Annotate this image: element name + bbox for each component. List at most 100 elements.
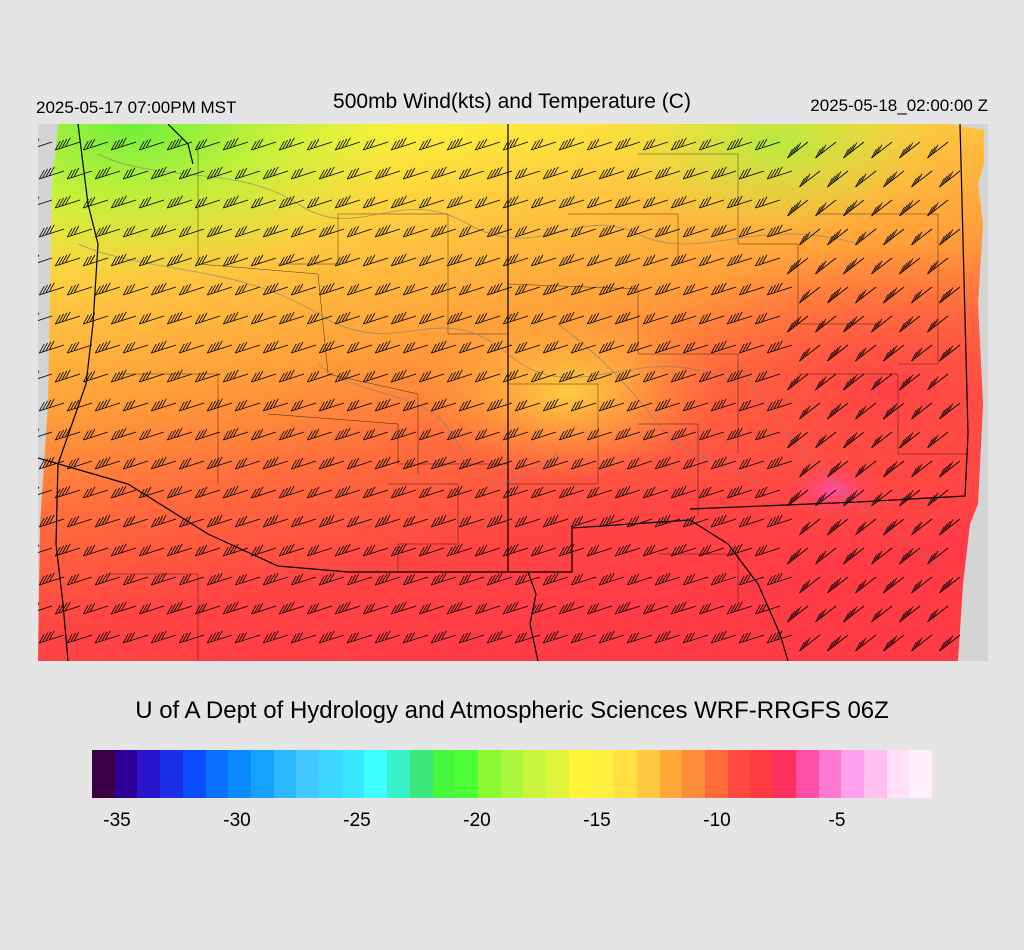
wind-barb [586, 486, 613, 499]
wind-barb [418, 254, 445, 267]
wind-barb [362, 138, 389, 151]
wind-barb [94, 456, 121, 470]
wind-barb [262, 224, 289, 238]
wind-barb [570, 341, 597, 354]
wind-barb [682, 515, 709, 528]
wind-barb [502, 253, 529, 267]
wind-barb [38, 224, 65, 238]
wind-barb [530, 544, 557, 557]
wind-barb [278, 195, 305, 209]
wind-barb [178, 167, 205, 180]
valid-time-local: 2025-05-17 07:00PM MST [36, 98, 237, 117]
wind-barb [726, 543, 753, 557]
wind-barb [430, 282, 457, 296]
wind-barb [362, 428, 389, 441]
wind-barb [855, 286, 877, 304]
colorbar-swatch [182, 750, 206, 798]
wind-barb [318, 166, 345, 180]
wind-barb [262, 398, 289, 412]
wind-barb [855, 170, 877, 188]
wind-barb [82, 370, 109, 383]
wind-barb [390, 485, 417, 499]
wind-barb [642, 370, 669, 383]
colorbar-swatch [477, 750, 501, 798]
wind-barb [558, 543, 585, 557]
wind-barb [290, 457, 317, 470]
wind-barb [138, 312, 165, 325]
wind-barb [178, 225, 205, 238]
wind-barb [502, 485, 529, 499]
wind-barb [166, 253, 193, 267]
wind-barb [178, 457, 205, 470]
wind-barb [38, 254, 53, 263]
wind-barb [334, 195, 361, 209]
wind-barb [710, 398, 737, 412]
wind-barb [726, 427, 753, 441]
wind-barb [318, 630, 345, 644]
colorbar-swatch [500, 750, 524, 798]
wind-barb [474, 370, 501, 383]
wind-barb [206, 340, 233, 354]
wind-barb [362, 544, 389, 557]
wind-barb [290, 515, 317, 528]
wind-barb [682, 283, 709, 296]
wind-barb [38, 572, 65, 586]
wind-barb [654, 572, 681, 586]
wind-barb [927, 431, 949, 449]
wind-barb [446, 195, 473, 209]
wind-barb [290, 167, 317, 180]
wind-barb [726, 253, 753, 267]
wind-barb [586, 138, 613, 151]
wind-barb [306, 370, 333, 383]
wind-barb [262, 282, 289, 296]
colorbar-tick-label: -15 [583, 810, 611, 831]
wind-barb [66, 457, 93, 470]
wind-barb [194, 544, 221, 557]
wind-barb [194, 486, 221, 499]
wind-barb [54, 253, 81, 267]
wind-barb [234, 283, 261, 296]
wind-barb [82, 544, 109, 557]
wind-barb [110, 369, 137, 383]
wind-barb [262, 514, 289, 528]
wind-barb [787, 547, 809, 565]
wind-barb [82, 486, 109, 499]
colorbar-swatch [523, 750, 547, 798]
wind-barb [362, 602, 389, 615]
wind-barb [38, 602, 53, 611]
wind-barb [815, 373, 837, 391]
colorbar-swatch [795, 750, 819, 798]
wind-barb [486, 340, 513, 354]
colorbar-swatch [228, 750, 251, 798]
wind-barb [827, 634, 849, 652]
wind-barb [290, 631, 317, 644]
wind-barb [558, 311, 585, 325]
wind-barb [54, 543, 81, 557]
wind-barb [598, 514, 625, 528]
wind-barb [654, 398, 681, 412]
wind-barb [94, 340, 121, 354]
wind-barb [82, 254, 109, 267]
wind-barb [38, 486, 53, 495]
wind-barb [787, 141, 809, 159]
wind-barb [530, 312, 557, 325]
wind-barb [815, 315, 837, 333]
wind-barb [927, 489, 949, 507]
wind-barb [570, 399, 597, 412]
wind-barb [390, 253, 417, 267]
wind-barb [110, 253, 137, 267]
colorbar-tick-label: -35 [103, 810, 131, 831]
wind-barb [598, 340, 625, 354]
wind-barb [614, 543, 641, 557]
wind-barb [558, 253, 585, 267]
wind-barb [222, 427, 249, 441]
wind-barb [654, 456, 681, 470]
wind-barb [754, 312, 781, 325]
wind-barb [94, 630, 121, 644]
wind-barb [138, 254, 165, 267]
wind-barb [899, 373, 921, 391]
wind-barb [430, 572, 457, 586]
wind-barb [222, 137, 249, 151]
wind-barb [446, 253, 473, 267]
wind-barb [871, 257, 893, 275]
